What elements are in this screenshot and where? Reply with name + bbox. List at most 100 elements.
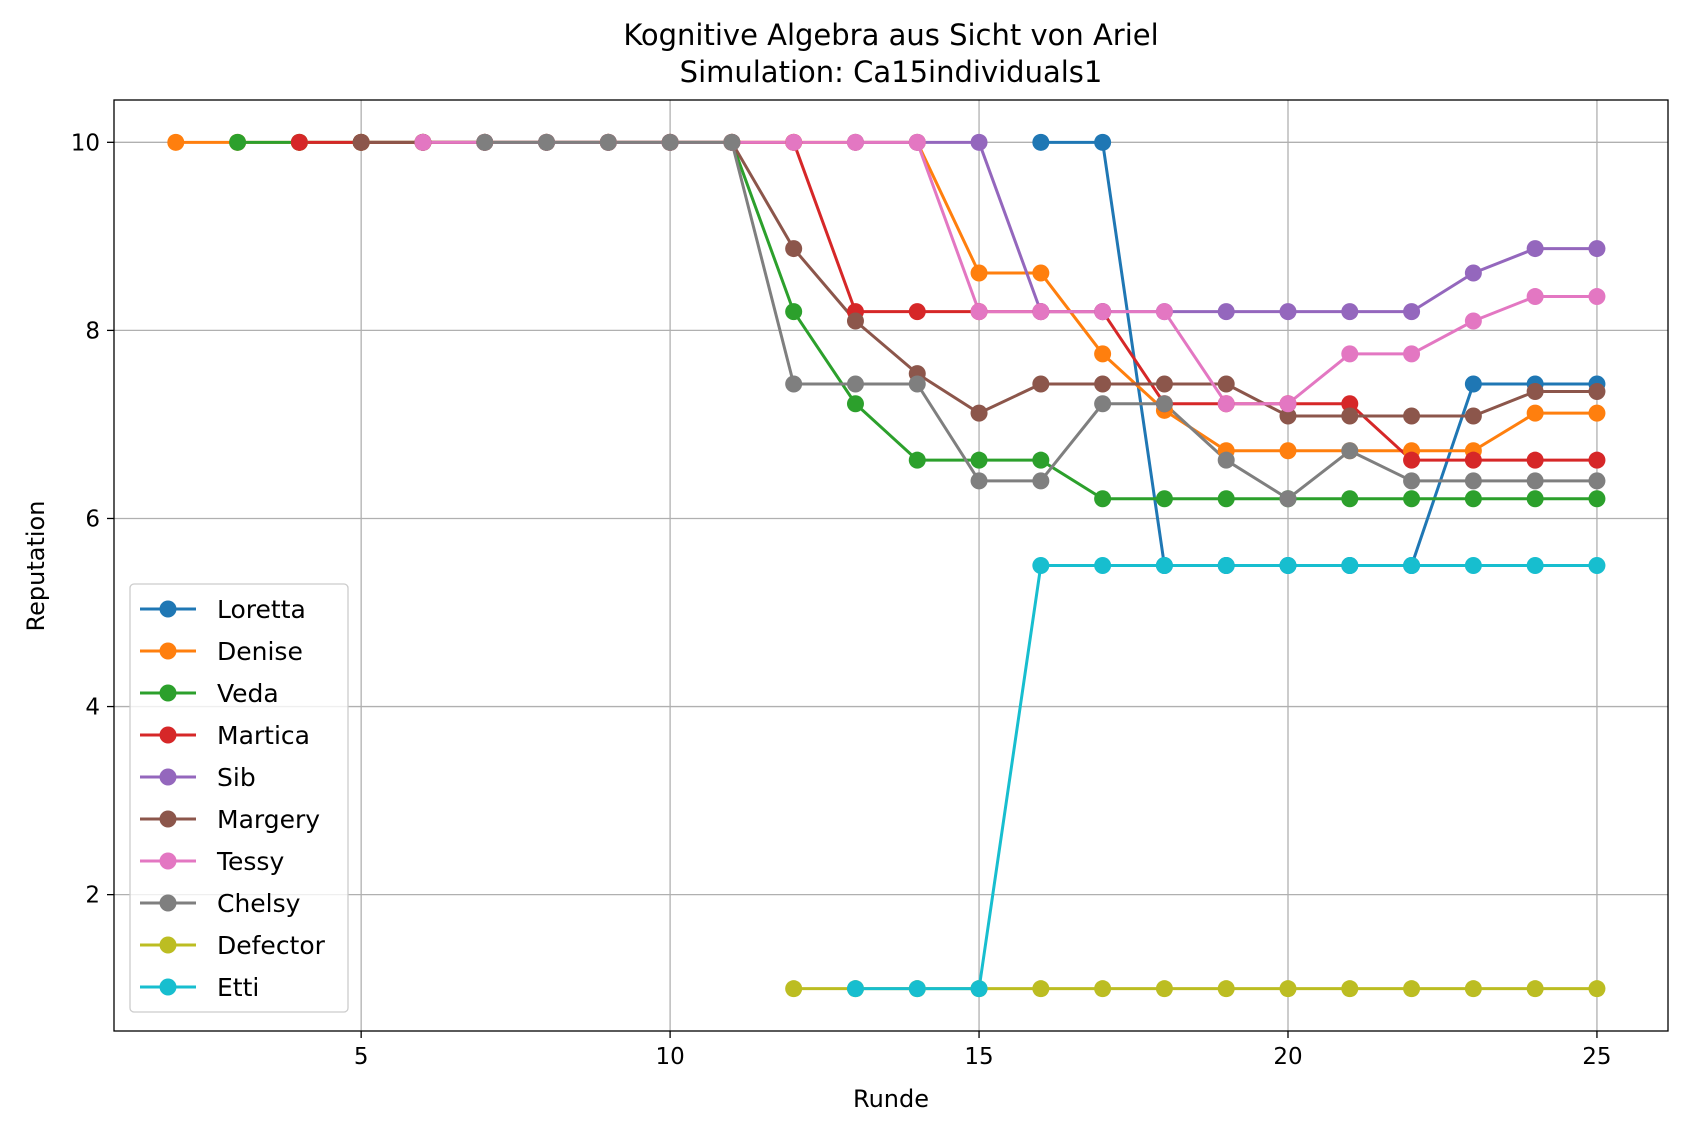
legend-item-margery: Margery bbox=[140, 805, 320, 834]
data-point-denise bbox=[1279, 442, 1297, 460]
data-point-veda bbox=[970, 451, 988, 469]
data-point-tessy bbox=[846, 133, 864, 151]
y-axis-label: Reputation bbox=[22, 501, 50, 632]
data-point-chelsy bbox=[785, 375, 803, 393]
legend-label-etti: Etti bbox=[217, 973, 259, 1002]
data-point-tessy bbox=[970, 303, 988, 321]
legend-item-defector: Defector bbox=[140, 931, 326, 960]
x-tick-label: 5 bbox=[354, 1044, 369, 1070]
data-point-loretta bbox=[1094, 133, 1112, 151]
data-point-tessy bbox=[1403, 345, 1421, 363]
data-point-veda bbox=[1217, 490, 1235, 508]
plot-area-frame bbox=[113, 99, 1669, 1032]
data-point-veda bbox=[1094, 490, 1112, 508]
legend-marker-etti bbox=[159, 978, 177, 996]
x-tick-label: 10 bbox=[655, 1044, 684, 1070]
legend-item-chelsy: Chelsy bbox=[140, 889, 301, 918]
data-point-veda bbox=[1588, 490, 1606, 508]
data-point-tessy bbox=[908, 133, 926, 151]
data-point-veda bbox=[1155, 490, 1173, 508]
x-axis-ticks: 5 10 15 20 25 bbox=[354, 1031, 1612, 1070]
data-point-etti bbox=[1217, 557, 1235, 574]
data-point-martica bbox=[1341, 395, 1359, 413]
x-axis-label: Runde bbox=[853, 1085, 929, 1113]
data-point-margery bbox=[1155, 375, 1173, 393]
data-point-tessy bbox=[1526, 288, 1544, 306]
data-point-tessy bbox=[1464, 312, 1482, 330]
data-point-defector bbox=[1403, 980, 1421, 998]
data-point-chelsy bbox=[1094, 395, 1112, 413]
data-point-chelsy bbox=[1588, 472, 1606, 490]
x-tick-label: 20 bbox=[1273, 1044, 1302, 1070]
y-axis-ticks: 2 4 6 8 10 bbox=[71, 130, 114, 909]
data-point-tessy bbox=[1279, 395, 1297, 413]
data-point-margery bbox=[785, 240, 803, 258]
data-point-defector bbox=[1032, 980, 1050, 998]
data-point-veda bbox=[846, 395, 864, 413]
data-point-sib bbox=[1403, 303, 1421, 321]
data-point-denise bbox=[167, 133, 185, 151]
data-point-margery bbox=[1403, 407, 1421, 425]
data-point-margery bbox=[352, 133, 370, 151]
data-point-tessy bbox=[1341, 345, 1359, 363]
series-markers-chelsy bbox=[476, 133, 1606, 508]
data-point-tessy bbox=[414, 133, 432, 151]
data-point-margery bbox=[1217, 375, 1235, 393]
data-point-etti bbox=[1403, 557, 1421, 574]
x-tick-label: 25 bbox=[1582, 1044, 1611, 1070]
data-point-sib bbox=[970, 133, 988, 151]
legend-label-loretta: Loretta bbox=[217, 595, 306, 624]
legend-label-denise: Denise bbox=[217, 637, 303, 666]
data-point-margery bbox=[1094, 375, 1112, 393]
data-point-defector bbox=[1526, 980, 1544, 998]
data-point-etti bbox=[970, 980, 988, 998]
data-point-veda bbox=[1341, 490, 1359, 508]
data-point-veda bbox=[908, 451, 926, 469]
series-markers-etti bbox=[846, 557, 1606, 998]
legend-item-denise: Denise bbox=[140, 637, 303, 666]
data-point-martica bbox=[1526, 451, 1544, 469]
legend-marker-chelsy bbox=[159, 894, 177, 912]
data-point-tessy bbox=[1588, 288, 1606, 306]
data-point-etti bbox=[1526, 557, 1544, 574]
legend-label-chelsy: Chelsy bbox=[217, 889, 301, 918]
data-point-veda bbox=[229, 133, 247, 151]
legend-label-martica: Martica bbox=[217, 721, 310, 750]
data-point-chelsy bbox=[970, 472, 988, 490]
data-point-defector bbox=[1341, 980, 1359, 998]
data-point-sib bbox=[1341, 303, 1359, 321]
legend-box bbox=[129, 583, 349, 1013]
data-point-chelsy bbox=[476, 133, 494, 151]
data-point-defector bbox=[1155, 980, 1173, 998]
data-point-loretta bbox=[1032, 133, 1050, 151]
data-point-sib bbox=[1526, 240, 1544, 258]
legend-item-sib: Sib bbox=[140, 763, 256, 792]
y-tick-label: 2 bbox=[85, 883, 100, 909]
data-point-tessy bbox=[1155, 303, 1173, 321]
data-point-chelsy bbox=[538, 133, 556, 151]
data-point-chelsy bbox=[1032, 472, 1050, 490]
data-point-margery bbox=[1464, 407, 1482, 425]
legend-marker-tessy bbox=[159, 852, 177, 870]
legend-marker-loretta bbox=[159, 600, 177, 618]
data-point-etti bbox=[1341, 557, 1359, 574]
legend-item-martica: Martica bbox=[140, 721, 310, 750]
data-point-chelsy bbox=[908, 375, 926, 393]
data-point-etti bbox=[1155, 557, 1173, 574]
y-tick-label: 6 bbox=[85, 506, 100, 532]
data-point-denise bbox=[970, 264, 988, 282]
legend-marker-sib bbox=[159, 768, 177, 786]
data-point-veda bbox=[1464, 490, 1482, 508]
legend-marker-denise bbox=[159, 642, 177, 660]
data-point-margery bbox=[1032, 375, 1050, 393]
data-point-chelsy bbox=[599, 133, 617, 151]
data-point-margery bbox=[1279, 407, 1297, 425]
data-point-sib bbox=[1279, 303, 1297, 321]
data-point-etti bbox=[1279, 557, 1297, 574]
data-point-chelsy bbox=[1464, 472, 1482, 490]
legend-item-etti: Etti bbox=[140, 973, 259, 1002]
data-point-sib bbox=[1588, 240, 1606, 258]
legend-marker-defector bbox=[159, 936, 177, 954]
legend-label-defector: Defector bbox=[217, 931, 326, 960]
